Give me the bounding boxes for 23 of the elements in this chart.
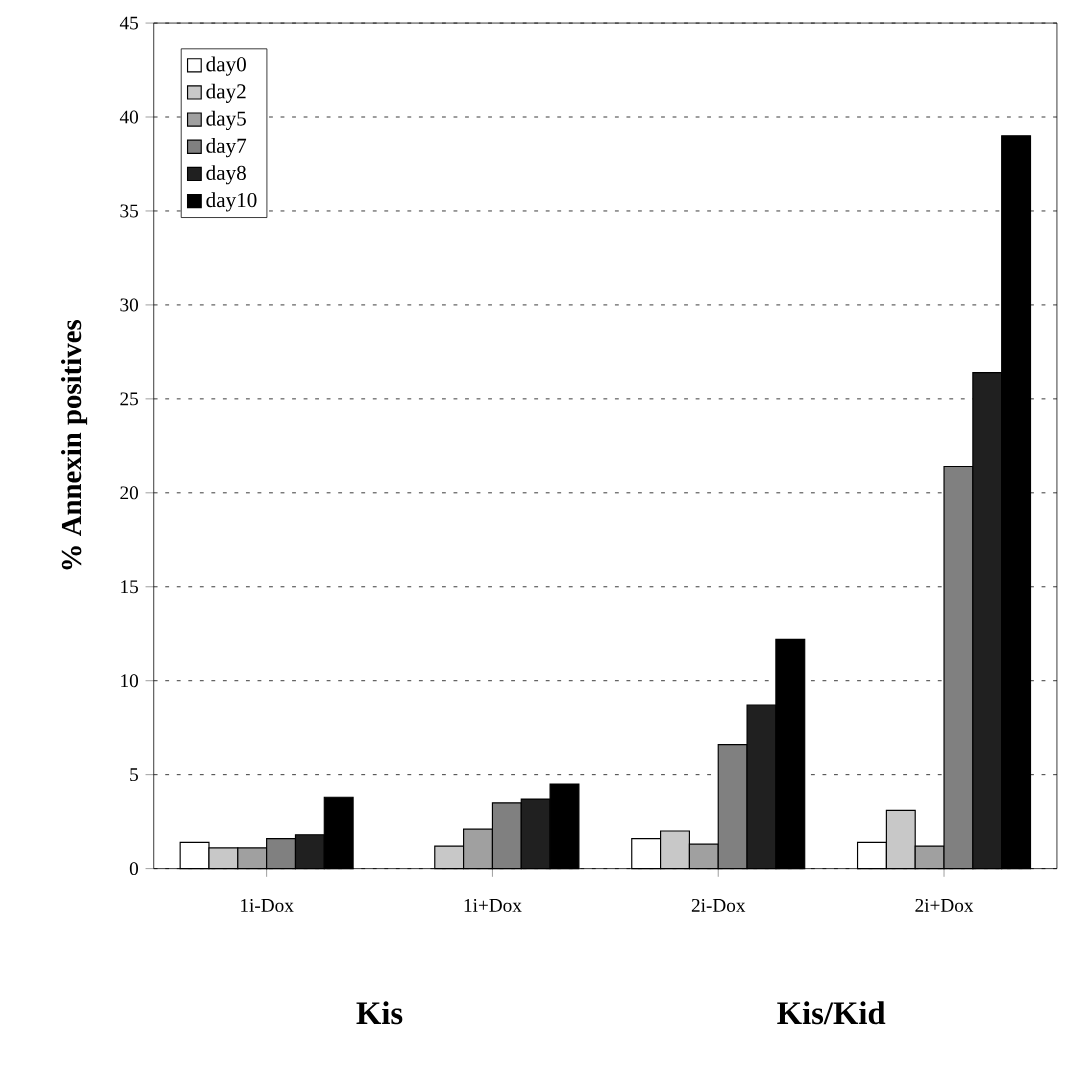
legend-label: day7 [206,138,247,158]
x-tick-label: 2i-Dox [692,898,746,912]
y-tick-label: 0 [130,862,139,876]
y-tick-label: 15 [121,580,139,594]
text: Kis/Kid [777,1001,886,1025]
y-tick-label: 45 [120,16,139,30]
y-tick-label: 10 [121,674,139,688]
legend-label: day0 [206,56,247,76]
y-tick-label: 25 [120,392,139,406]
x-tick-label: 2i+Dox [915,898,974,912]
y-tick-label: 40 [120,110,139,124]
y-tick-label: 35 [120,204,139,218]
legend-label: day5 [206,110,247,131]
legend-label: day10 [206,192,257,212]
x-tick-label: 1i+Dox [464,898,522,912]
y-axis-title: % Annexin positives [61,320,88,570]
y-tick-label: 20 [120,486,139,500]
y-tick-label: 30 [120,298,139,312]
x-tick-label: 1i-Dox [241,898,294,912]
legend-label: day2 [206,83,246,103]
legend-label: day8 [206,165,247,185]
text: Kis [356,1001,403,1025]
y-tick-label: 5 [130,768,139,782]
